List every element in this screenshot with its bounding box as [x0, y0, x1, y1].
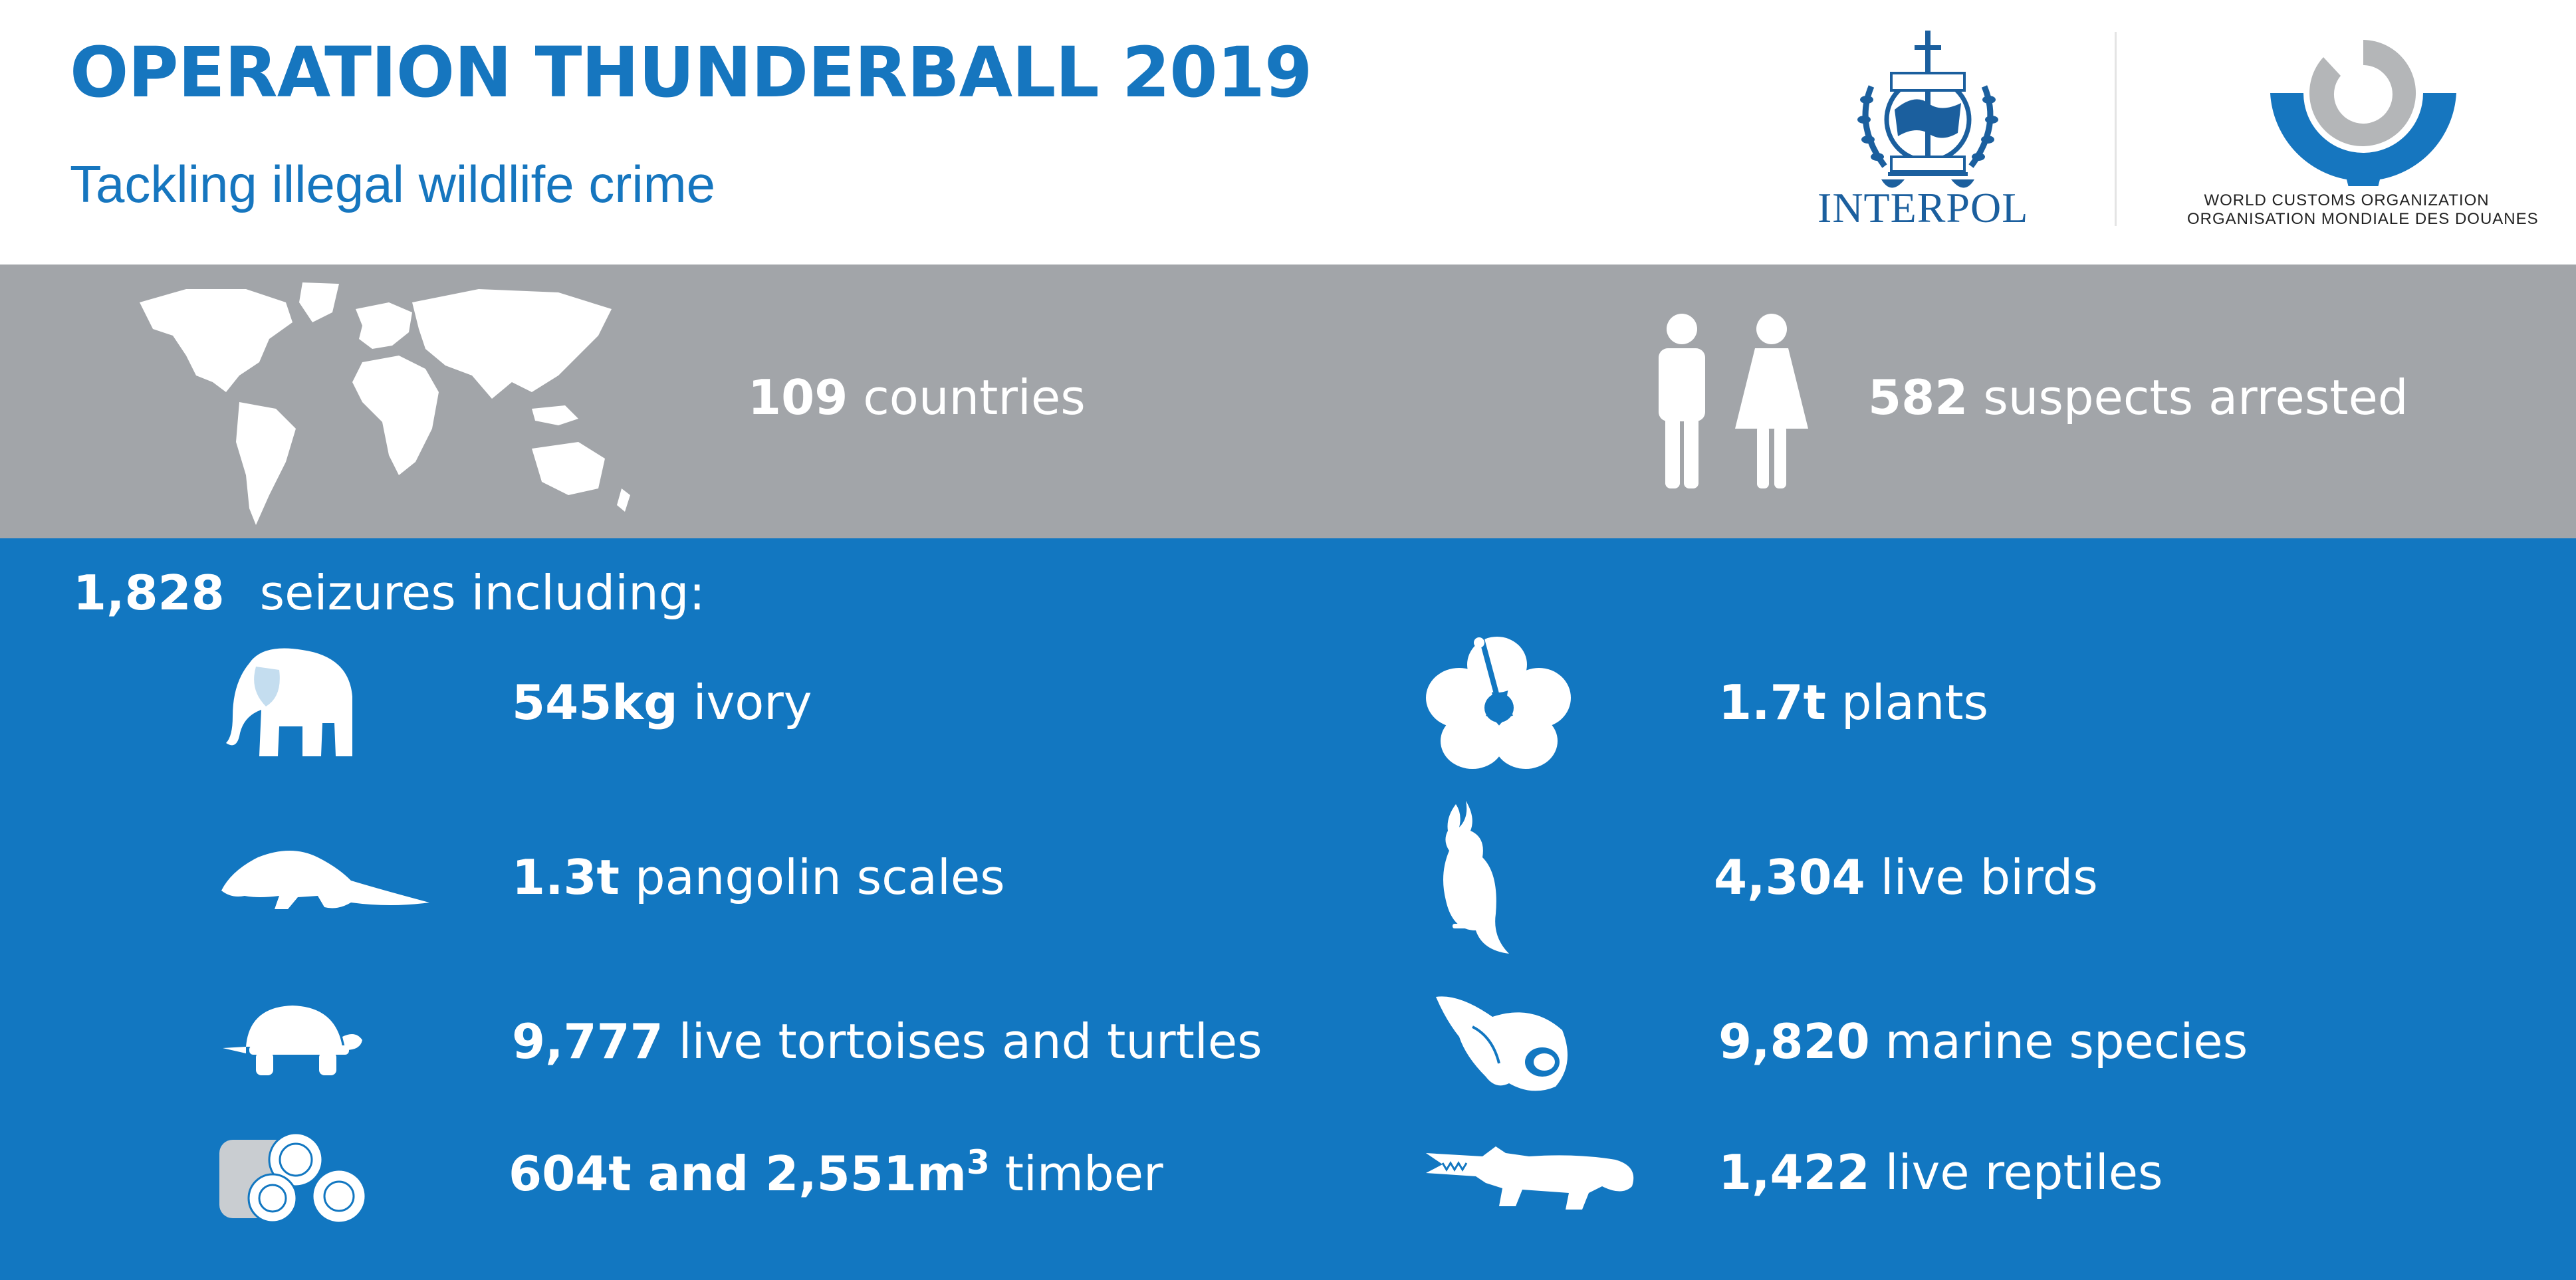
wco-emblem-icon	[2270, 40, 2456, 186]
seizures-label: seizures including:	[259, 565, 705, 621]
timber-value: 604t and 2,551m	[509, 1146, 967, 1202]
ivory-stat: 545kg ivory	[512, 675, 812, 730]
birds-stat: 4,304 live birds	[1714, 849, 2098, 905]
countries-value: 109	[748, 370, 848, 425]
tortoise-stat: 9,777 live tortoises and turtles	[512, 1013, 1262, 1069]
birds-label: live birds	[1880, 849, 2098, 905]
timber-stat: 604t and 2,551m3 timber	[509, 1143, 1163, 1202]
suspects-value: 582	[1868, 370, 1968, 425]
seizures-heading: 1,828 seizures including:	[73, 565, 705, 621]
pangolin-value: 1.3t	[512, 849, 620, 905]
countries-stat: 109 countries	[748, 370, 1086, 425]
marine-label: marine species	[1885, 1013, 2248, 1069]
people-icon	[1659, 314, 1808, 488]
interpol-wordmark: INTERPOL	[1817, 184, 2029, 231]
interpol-emblem-icon	[1857, 31, 1998, 188]
marine-stat: 9,820 marine species	[1718, 1013, 2248, 1069]
plants-value: 1.7t	[1718, 675, 1826, 730]
cockatoo-icon	[1443, 801, 1509, 954]
elephant-icon	[226, 648, 352, 756]
crocodile-icon	[1426, 1146, 1634, 1210]
hibiscus-icon	[1426, 637, 1571, 769]
wco-name-french: ORGANISATION MONDIALE DES DOUANES	[2187, 210, 2539, 228]
reptiles-stat: 1,422 live reptiles	[1718, 1144, 2163, 1200]
log-stack-icon	[219, 1132, 367, 1223]
countries-label: countries	[863, 370, 1086, 425]
tortoise-value: 9,777	[512, 1013, 663, 1069]
seizures-band	[0, 538, 2576, 1280]
pangolin-label: pangolin scales	[634, 849, 1005, 905]
world-map-icon	[140, 282, 630, 525]
header: OPERATION THUNDERBALL 2019 Tackling ille…	[0, 0, 2576, 265]
page-subtitle: Tackling illegal wildlife crime	[70, 155, 716, 213]
seizures-total: 1,828	[73, 565, 225, 621]
reptiles-value: 1,422	[1718, 1144, 1870, 1200]
marine-value: 9,820	[1718, 1013, 1870, 1069]
page-title: OPERATION THUNDERBALL 2019	[70, 32, 1312, 113]
tortoise-label: live tortoises and turtles	[678, 1013, 1262, 1069]
plants-label: plants	[1841, 675, 1989, 730]
shell-icon	[1436, 996, 1568, 1091]
pangolin-icon	[221, 851, 429, 909]
timber-superscript: 3	[967, 1143, 990, 1182]
pangolin-stat: 1.3t pangolin scales	[512, 849, 1005, 905]
plants-stat: 1.7t plants	[1718, 675, 1988, 730]
wco-name-english: WORLD CUSTOMS ORGANIZATION	[2204, 191, 2490, 209]
birds-value: 4,304	[1714, 849, 1865, 905]
reptiles-label: live reptiles	[1885, 1144, 2163, 1200]
ivory-label: ivory	[693, 675, 812, 730]
suspects-stat: 582 suspects arrested	[1868, 370, 2408, 425]
ivory-value: 545kg	[512, 675, 678, 730]
suspects-label: suspects arrested	[1983, 370, 2408, 425]
timber-label: timber	[1004, 1146, 1163, 1202]
logo-divider	[2115, 32, 2117, 226]
tortoise-icon	[223, 1006, 362, 1075]
